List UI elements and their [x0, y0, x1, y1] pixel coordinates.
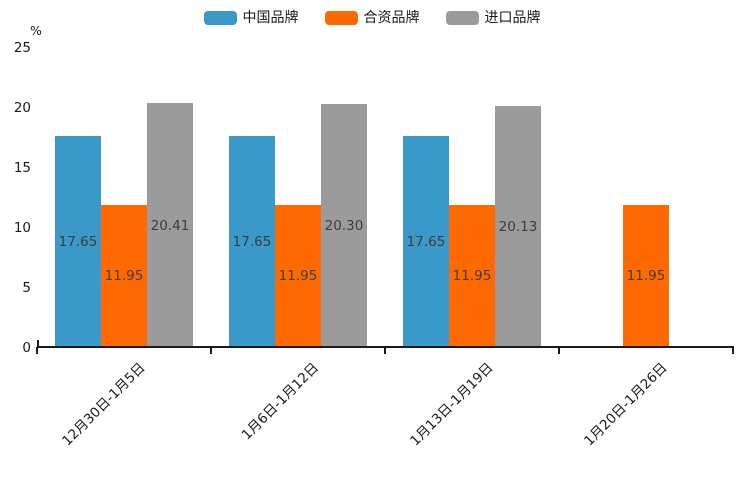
bar-series1-group3: 11.95: [623, 204, 669, 348]
x-axis-tick: [558, 347, 560, 354]
y-tick-label-10: 10: [13, 220, 31, 236]
bar-series2-group1: 20.30: [321, 104, 367, 348]
x-axis-tick: [384, 347, 386, 354]
legend-item-china-brand[interactable]: 中国品牌: [203, 10, 299, 26]
legend-label-china-brand: 中国品牌: [242, 10, 299, 26]
bar-value-label: 11.95: [278, 268, 318, 285]
bar-value-label: 11.95: [626, 268, 666, 285]
bar-value-label: 20.13: [498, 219, 538, 236]
bar-series0-group0: 17.65: [55, 136, 101, 348]
axis-start-tick: [37, 340, 39, 348]
y-tick-label-5: 5: [22, 280, 31, 296]
legend-item-import-brand[interactable]: 进口品牌: [445, 10, 541, 26]
bar-value-label: 17.65: [58, 234, 98, 251]
x-category-label-2: 1月13日-1月19日: [406, 359, 497, 450]
legend: 中国品牌 合资品牌 进口品牌: [0, 10, 744, 26]
china-brand-swatch-icon: [203, 11, 237, 25]
plot-area: 17.65 11.95 20.41 17.65 11.95 20.30 17.65 11.95…: [37, 48, 733, 348]
bar-series1-group2: 11.95: [449, 204, 495, 348]
y-tick-label-0: 0: [22, 340, 31, 356]
bar-value-label: 17.65: [232, 234, 272, 251]
bar-value-label: 11.95: [104, 268, 144, 285]
y-tick-label-15: 15: [13, 160, 31, 176]
legend-label-import-brand: 进口品牌: [484, 10, 541, 26]
joint-venture-brand-swatch-icon: [324, 11, 358, 25]
bar-series2-group0: 20.41: [147, 103, 193, 348]
bar-series0-group2: 17.65: [403, 136, 449, 348]
x-category-label-1: 1月6日-1月12日: [238, 359, 323, 444]
x-category-label-3: 1月20日-1月26日: [580, 359, 671, 450]
y-axis-unit-label: %: [30, 23, 42, 38]
bar-series1-group0: 11.95: [101, 204, 147, 348]
bar-value-label: 20.30: [324, 218, 364, 235]
bar-series0-group1: 17.65: [229, 136, 275, 348]
x-axis-tick: [36, 347, 38, 354]
bar-value-label: 11.95: [452, 268, 492, 285]
x-category-label-0: 12月30日-1月5日: [58, 359, 149, 450]
bar-value-label: 20.41: [150, 217, 190, 234]
bar-value-label: 17.65: [406, 234, 446, 251]
y-tick-label-20: 20: [13, 100, 31, 116]
x-axis-tick: [210, 347, 212, 354]
x-axis-tick: [732, 347, 734, 354]
legend-label-joint-venture-brand: 合资品牌: [363, 10, 420, 26]
y-tick-label-25: 25: [13, 40, 31, 56]
bar-series1-group1: 11.95: [275, 204, 321, 348]
import-brand-swatch-icon: [445, 11, 479, 25]
bar-series2-group2: 20.13: [495, 106, 541, 348]
legend-item-joint-venture-brand[interactable]: 合资品牌: [324, 10, 420, 26]
